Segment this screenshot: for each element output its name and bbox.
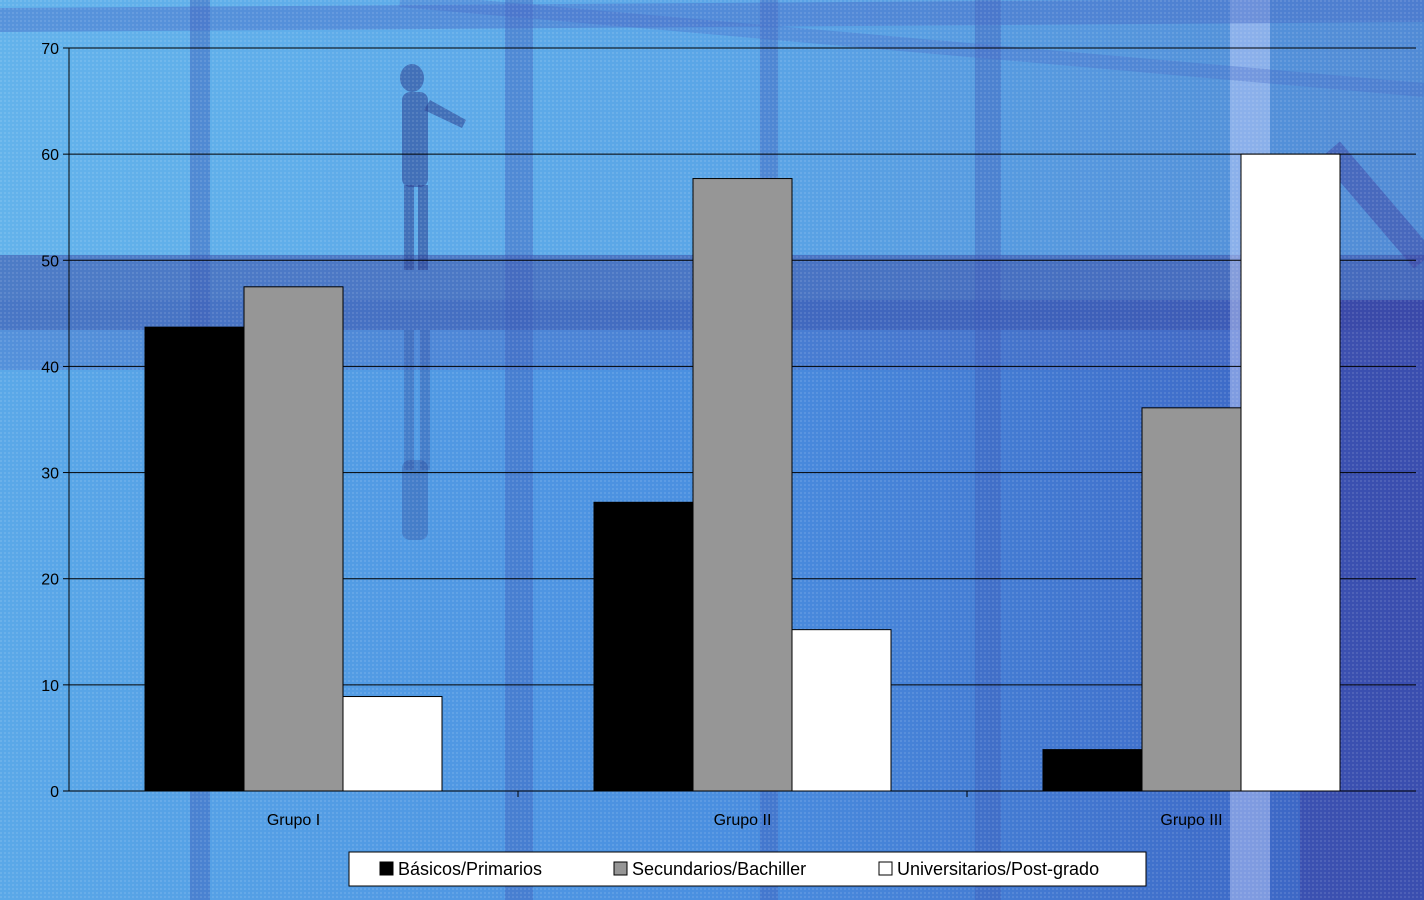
y-tick-label: 50: [41, 253, 59, 270]
x-tick-label: Grupo II: [714, 812, 772, 829]
axes: 0 10 20 30 40 50 60 70 Grupo I Grupo II Grupo III: [41, 41, 1416, 829]
y-tick-label: 40: [41, 359, 59, 376]
bar-series: [144, 153, 1341, 792]
y-tick-label: 0: [50, 784, 59, 801]
legend-label: Universitarios/Post-grado: [897, 859, 1099, 879]
bar: [1042, 749, 1143, 792]
y-tick-label: 60: [41, 147, 59, 164]
bar: [243, 286, 344, 792]
y-tick-label: 10: [41, 678, 59, 695]
legend-swatch: [613, 861, 628, 876]
legend: Básicos/Primarios Secundarios/Bachiller Un…: [348, 851, 1147, 887]
bar: [593, 501, 694, 792]
bar: [1141, 407, 1242, 792]
legend-swatch: [379, 861, 394, 876]
y-tick-label: 20: [41, 572, 59, 589]
bar: [144, 326, 245, 792]
legend-label: Secundarios/Bachiller: [632, 859, 806, 879]
x-tick-label: Grupo I: [267, 812, 320, 829]
bar: [791, 629, 892, 792]
legend-box: [348, 851, 1147, 887]
bar: [342, 696, 443, 792]
legend-swatch: [878, 861, 893, 876]
x-tick-label: Grupo III: [1160, 812, 1222, 829]
legend-label: Básicos/Primarios: [398, 859, 542, 879]
bar: [1240, 153, 1341, 792]
y-tick-label: 30: [41, 466, 59, 483]
bar: [692, 178, 793, 792]
y-tick-label: 70: [41, 41, 59, 58]
